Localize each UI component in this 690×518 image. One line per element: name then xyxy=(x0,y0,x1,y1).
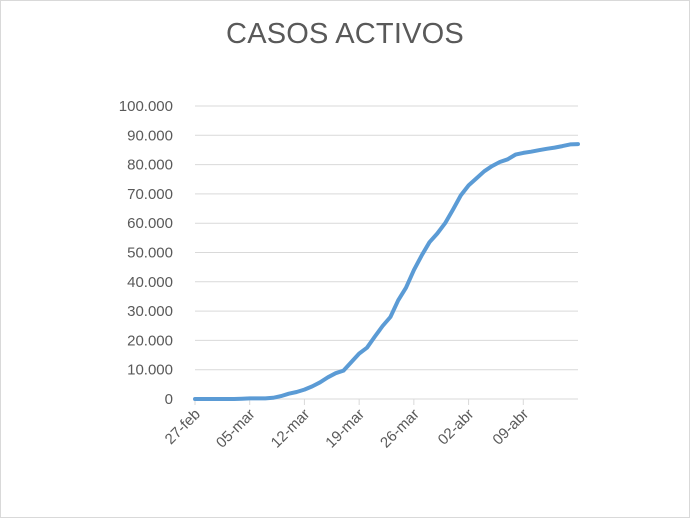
y-tick-label: 60.000 xyxy=(127,215,173,232)
series xyxy=(193,142,580,401)
x-tick-label: 05-mar xyxy=(213,406,259,452)
y-tick-label: 100.000 xyxy=(119,98,173,115)
chart-title: CASOS ACTIVOS xyxy=(226,18,464,50)
y-tick-label: 10.000 xyxy=(127,362,173,379)
y-tick-label: 90.000 xyxy=(127,127,173,144)
y-axis-ticks: 0 10.000 20.000 30.000 40.000 50.000 60.000 70.… xyxy=(119,98,173,408)
y-tick-label: 30.000 xyxy=(127,303,173,320)
series-line xyxy=(193,142,580,401)
y-tick-label: 40.000 xyxy=(127,274,173,291)
x-tick-label: 27-feb xyxy=(162,406,204,448)
y-tick-label: 80.000 xyxy=(127,157,173,174)
x-tick-label: 12-mar xyxy=(268,406,314,452)
x-axis: 27-feb 05-mar 12-mar 19-mar 26-mar 02-abr 09-a… xyxy=(162,398,578,452)
y-tick-label: 20.000 xyxy=(127,332,173,349)
x-tick-label: 09-abr xyxy=(489,406,532,449)
x-tick-label: 26-mar xyxy=(377,406,423,452)
y-tick-label: 50.000 xyxy=(127,245,173,262)
x-tick-label: 02-abr xyxy=(435,406,478,449)
x-tick-label: 19-mar xyxy=(322,406,368,452)
gridlines xyxy=(195,105,578,371)
y-tick-label: 70.000 xyxy=(127,186,173,203)
y-tick-label: 0 xyxy=(165,391,173,408)
